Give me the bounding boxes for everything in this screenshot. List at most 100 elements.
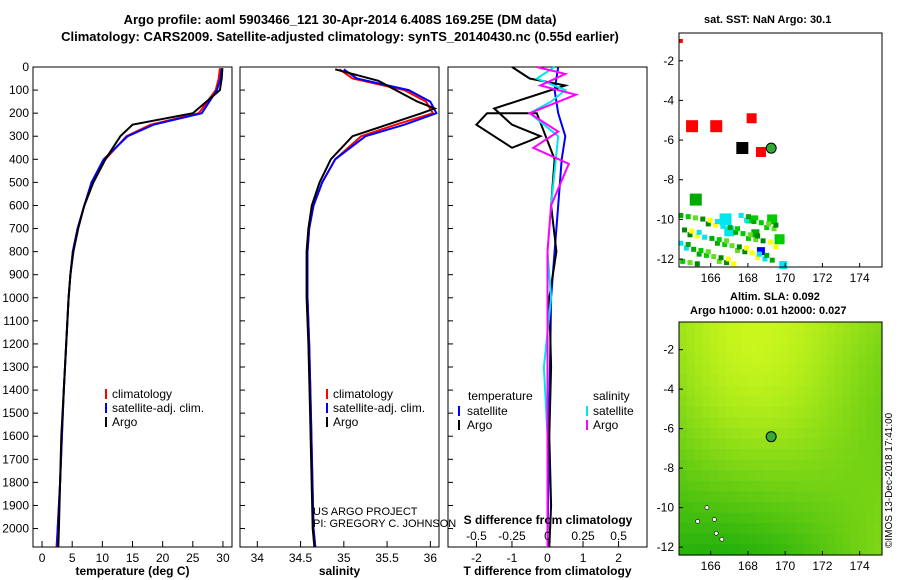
sla-map-cell <box>741 512 750 524</box>
salinity-difference-tick-label: -0.25 <box>498 529 526 543</box>
sla-map-cell <box>710 343 719 355</box>
sst-map-ytick-label: -8 <box>663 173 674 187</box>
sla-map-cell <box>788 480 797 493</box>
sla-map-cell <box>733 438 743 450</box>
sla-map-cell <box>850 491 860 503</box>
sla-map-cell <box>718 523 727 535</box>
sla-map-cell <box>803 406 813 418</box>
sst-map-obs-marker <box>725 256 731 262</box>
sla-map-xtick-label: 168 <box>738 559 758 573</box>
sla-map-cell <box>725 523 735 535</box>
sla-map-cell <box>819 438 828 450</box>
sst-map-obs-marker <box>771 226 777 232</box>
sla-map-cell <box>811 459 821 471</box>
sla-map-cell <box>811 374 821 387</box>
difference-profile-xtick-label: 0 <box>544 551 551 565</box>
sst-map-argo-position-marker <box>765 142 777 154</box>
sla-map-cell <box>686 523 696 535</box>
sla-map-cell <box>835 449 844 461</box>
salinity-profile-series-line <box>305 68 438 548</box>
sst-map-obs-marker <box>691 246 697 252</box>
sla-map-cell <box>718 427 727 440</box>
sst-map-obs-marker <box>738 212 744 218</box>
sla-map-cell <box>835 417 844 429</box>
sst-map-obs-marker <box>692 215 698 221</box>
temperature-legend-label: Argo <box>467 418 493 432</box>
sla-map-cell <box>718 364 727 376</box>
sla-map-cell <box>702 470 711 482</box>
sst-map-obs-marker <box>680 258 686 264</box>
sla-map-cell <box>772 470 782 482</box>
sst-map-obs-marker <box>685 214 691 220</box>
sla-map-cell <box>702 480 711 493</box>
sla-map-cell <box>733 544 743 556</box>
sla-map-cell <box>749 544 758 556</box>
sla-map-cell <box>694 417 704 429</box>
difference-profile-series-line <box>527 66 580 547</box>
sst-map-obs-marker <box>764 225 770 231</box>
sst-map-ytick-label: -4 <box>663 93 674 107</box>
sla-map-cell <box>835 343 844 355</box>
sla-map-cell <box>819 523 828 535</box>
sla-map-cell <box>702 427 711 440</box>
sla-map-cell <box>827 385 836 397</box>
sla-map-cell <box>842 438 852 450</box>
sla-map-cell <box>694 523 704 535</box>
salinity-profile-xtick-label: 34 <box>251 551 265 565</box>
sla-map-cell <box>796 470 805 482</box>
sla-map-cell <box>803 417 813 429</box>
sla-map-cell <box>710 396 719 408</box>
sla-map-cell <box>694 512 704 524</box>
sla-map-cell <box>702 417 711 429</box>
sla-map-cell <box>733 417 743 429</box>
sla-map-cell <box>757 343 766 355</box>
sla-map-cell <box>686 459 696 471</box>
sla-map-cell <box>772 343 782 355</box>
sla-map-ytick-label: -12 <box>657 540 675 554</box>
sst-map-obs-marker <box>686 120 699 133</box>
sla-map-cell <box>679 470 688 482</box>
sla-map-cell <box>733 523 743 535</box>
sla-map-cell <box>686 417 696 429</box>
sla-map-cell <box>772 427 782 440</box>
sla-map-cell <box>866 523 875 535</box>
sla-map-cell <box>733 322 743 334</box>
sla-map-cell <box>772 322 782 334</box>
sla-map-cell <box>827 343 836 355</box>
sla-map-cell <box>827 406 836 418</box>
depth-tick-label: 900 <box>9 268 29 282</box>
sla-map-cell <box>702 353 711 365</box>
sla-map-cell <box>686 385 696 397</box>
sla-map-cell <box>803 396 813 408</box>
sla-map-cell <box>827 364 836 376</box>
sst-map-xtick-label: 174 <box>850 271 870 285</box>
sla-map-cell <box>850 385 860 397</box>
sla-map-cell <box>827 417 836 429</box>
sla-map-cell <box>772 502 782 514</box>
sla-map-cell <box>710 533 719 546</box>
sla-map-cell <box>819 374 828 387</box>
sla-map-cell <box>874 322 883 334</box>
sla-map-cell <box>819 353 828 365</box>
sla-map-cell <box>718 396 727 408</box>
temperature-legend-label: satellite <box>467 404 508 418</box>
sla-map-cell <box>710 459 719 471</box>
sst-map-obs-marker <box>685 241 691 247</box>
sla-map-cell <box>850 322 860 334</box>
sst-map-obs-marker <box>703 252 709 258</box>
sla-map-cell <box>757 332 766 344</box>
sst-map-obs-marker <box>773 222 779 228</box>
temperature-profile-frame <box>32 66 233 548</box>
sla-map-cell <box>757 364 766 376</box>
sla-map-cell <box>694 438 704 450</box>
sst-map-obs-marker <box>707 217 713 223</box>
sla-map-cell <box>710 544 719 556</box>
sla-map-cell <box>858 406 867 418</box>
sla-map-cell <box>749 523 758 535</box>
sla-map-cell <box>866 374 875 387</box>
sla-map-cell <box>835 438 844 450</box>
sla-map-cell <box>827 396 836 408</box>
sla-map-cell <box>819 364 828 376</box>
sla-map-cell <box>803 438 813 450</box>
sla-map-cell <box>749 364 758 376</box>
